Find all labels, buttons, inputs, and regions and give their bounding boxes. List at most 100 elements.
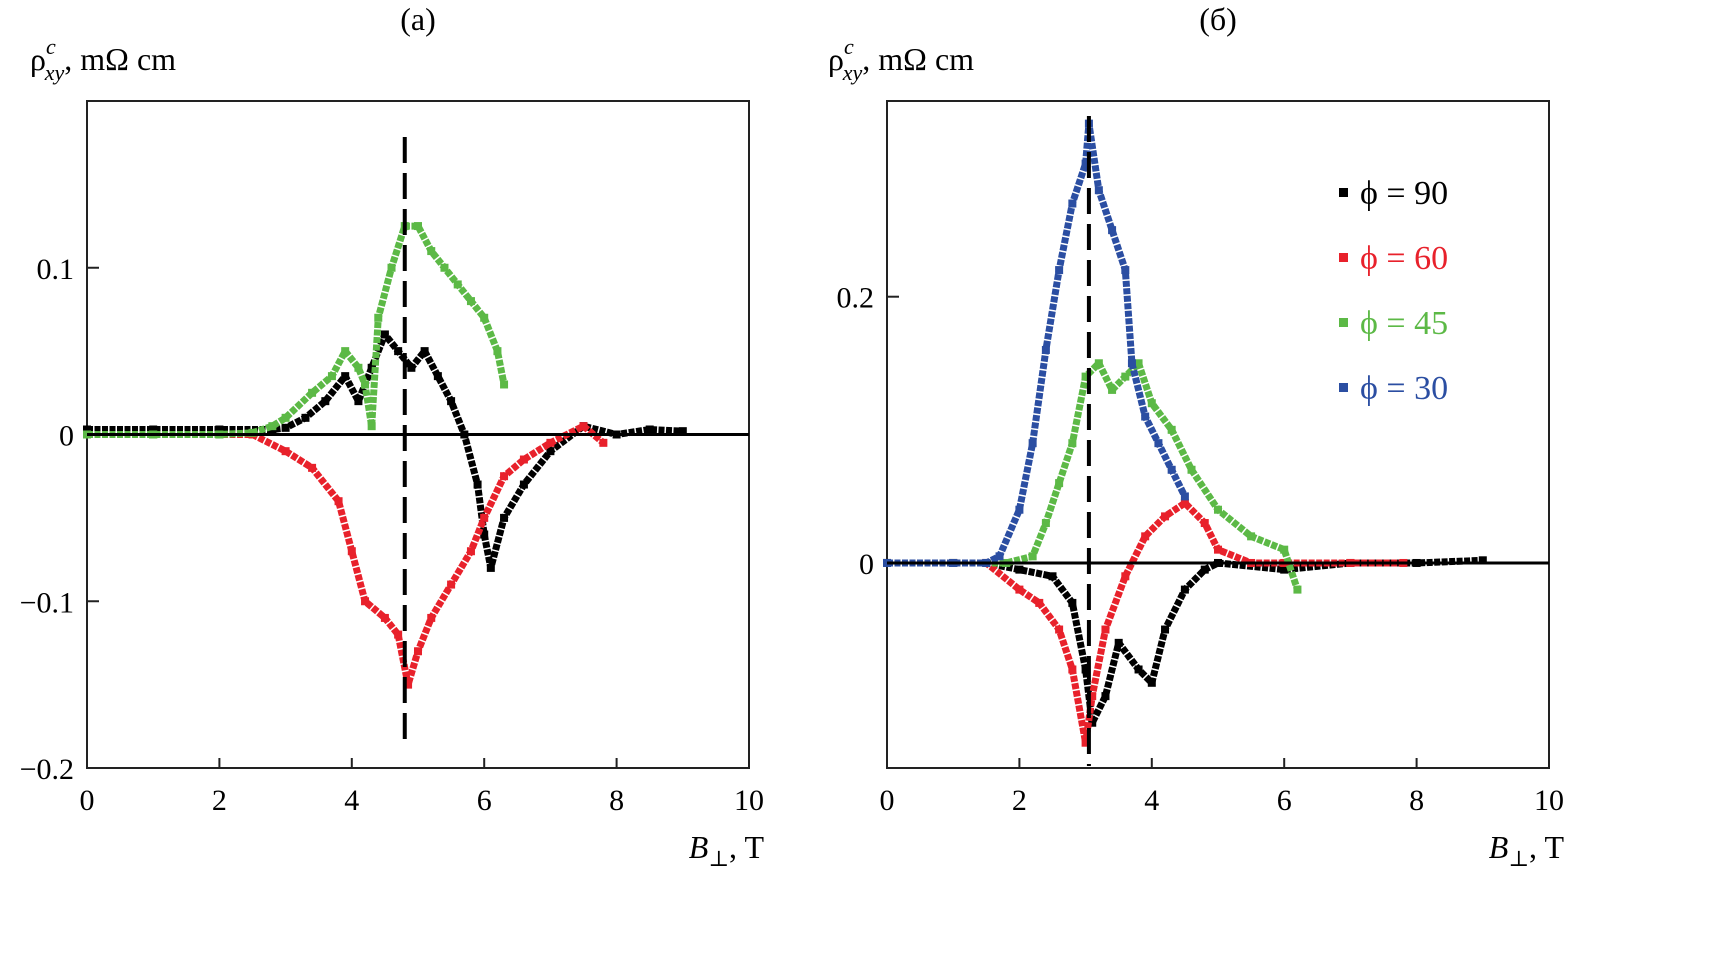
data-point: [1147, 399, 1156, 408]
data-point: [1161, 625, 1170, 634]
data-point: [1141, 532, 1150, 541]
y-label-superscript: c: [46, 34, 56, 59]
y-label-symbol: ρ: [30, 41, 46, 77]
data-point: [341, 372, 350, 381]
series-45: [83, 222, 509, 439]
data-point: [1048, 572, 1057, 581]
data-point: [1015, 565, 1024, 574]
data-point: [1094, 186, 1103, 195]
data-point: [420, 347, 429, 356]
data-point: [519, 480, 528, 489]
data-point: [1081, 738, 1090, 747]
data-point: [1108, 226, 1117, 235]
x-label-unit: , T: [1529, 829, 1564, 865]
data-point: [1015, 585, 1024, 594]
data-point: [1180, 499, 1189, 508]
data-point: [433, 372, 442, 381]
data-point: [327, 372, 336, 381]
data-point: [1121, 572, 1130, 581]
data-point: [1121, 372, 1130, 381]
data-point: [281, 447, 290, 456]
data-point: [414, 647, 422, 656]
data-point: [546, 438, 555, 447]
x-tick-label: 4: [344, 784, 359, 817]
data-point: [599, 438, 608, 447]
x-tick-label: 0: [80, 784, 95, 817]
data-point: [1141, 412, 1150, 421]
data-point: [83, 425, 91, 434]
series-line: [87, 422, 606, 689]
legend-label: ϕ = 30: [1360, 370, 1448, 407]
data-point: [1068, 199, 1077, 208]
data-point: [500, 472, 509, 481]
data-point: [1134, 665, 1143, 674]
y-label-subscript: xy: [44, 60, 65, 85]
data-point: [486, 563, 495, 572]
data-point: [1167, 425, 1176, 434]
legend-marker: [1339, 383, 1348, 392]
y-axis-label: ρc xy, mΩ cm: [828, 34, 974, 85]
data-point: [480, 530, 489, 539]
data-point: [1214, 545, 1222, 554]
data-point: [354, 397, 363, 406]
data-point: [387, 263, 396, 272]
legend-label: ϕ = 60: [1360, 240, 1448, 277]
y-label-unit: , mΩ cm: [862, 41, 974, 77]
legend-marker: [1339, 188, 1348, 197]
data-point: [334, 497, 343, 506]
data-point: [480, 313, 489, 322]
data-point: [447, 580, 456, 589]
data-point: [380, 613, 389, 622]
data-point: [519, 455, 528, 464]
data-point: [308, 388, 317, 397]
series-line: [887, 556, 1483, 727]
series-60: [83, 422, 608, 689]
data-point: [1094, 359, 1103, 368]
data-point: [1200, 565, 1209, 574]
data-point: [341, 347, 350, 356]
data-point: [215, 425, 224, 434]
data-point: [374, 313, 383, 322]
x-tick-label: 2: [212, 784, 227, 817]
data-point: [1028, 439, 1037, 448]
data-point: [1478, 556, 1487, 565]
data-point: [394, 347, 403, 356]
data-point: [1068, 439, 1077, 448]
data-point: [1015, 505, 1024, 514]
data-point: [1101, 692, 1110, 701]
y-tick-label: 0: [859, 548, 874, 581]
data-point: [1180, 585, 1189, 594]
data-point: [361, 380, 370, 389]
data-point: [407, 363, 416, 372]
x-tick-label: 10: [1534, 784, 1564, 817]
data-point: [354, 363, 363, 372]
x-tick-label: 2: [1012, 784, 1027, 817]
data-point: [414, 222, 422, 231]
data-point: [1293, 585, 1302, 594]
legend-marker: [1339, 253, 1348, 262]
data-point: [1180, 492, 1189, 501]
y-tick-label: 0.2: [837, 282, 875, 315]
data-point: [1280, 545, 1289, 554]
data-point: [466, 547, 475, 556]
data-point: [321, 397, 330, 406]
data-point: [1114, 638, 1123, 647]
plot-frame: [886, 100, 1550, 769]
data-point: [1088, 692, 1097, 701]
data-point: [1200, 519, 1209, 528]
data-point: [1147, 678, 1156, 687]
series-90: [883, 556, 1487, 727]
x-tick-label: 10: [734, 784, 764, 817]
data-point: [1081, 372, 1090, 381]
data-point: [1035, 598, 1044, 607]
y-tick-label: 0.1: [37, 253, 75, 286]
series-60: [883, 499, 1408, 747]
x-tick-label: 0: [880, 784, 895, 817]
x-tick-label: 8: [609, 784, 624, 817]
x-axis-label: B⊥, T: [1489, 829, 1565, 871]
series-30: [883, 119, 1189, 567]
series-line: [887, 120, 1189, 567]
data-point: [1154, 439, 1163, 448]
data-point: [678, 427, 687, 436]
x-label-subscript: ⊥: [1508, 846, 1529, 871]
